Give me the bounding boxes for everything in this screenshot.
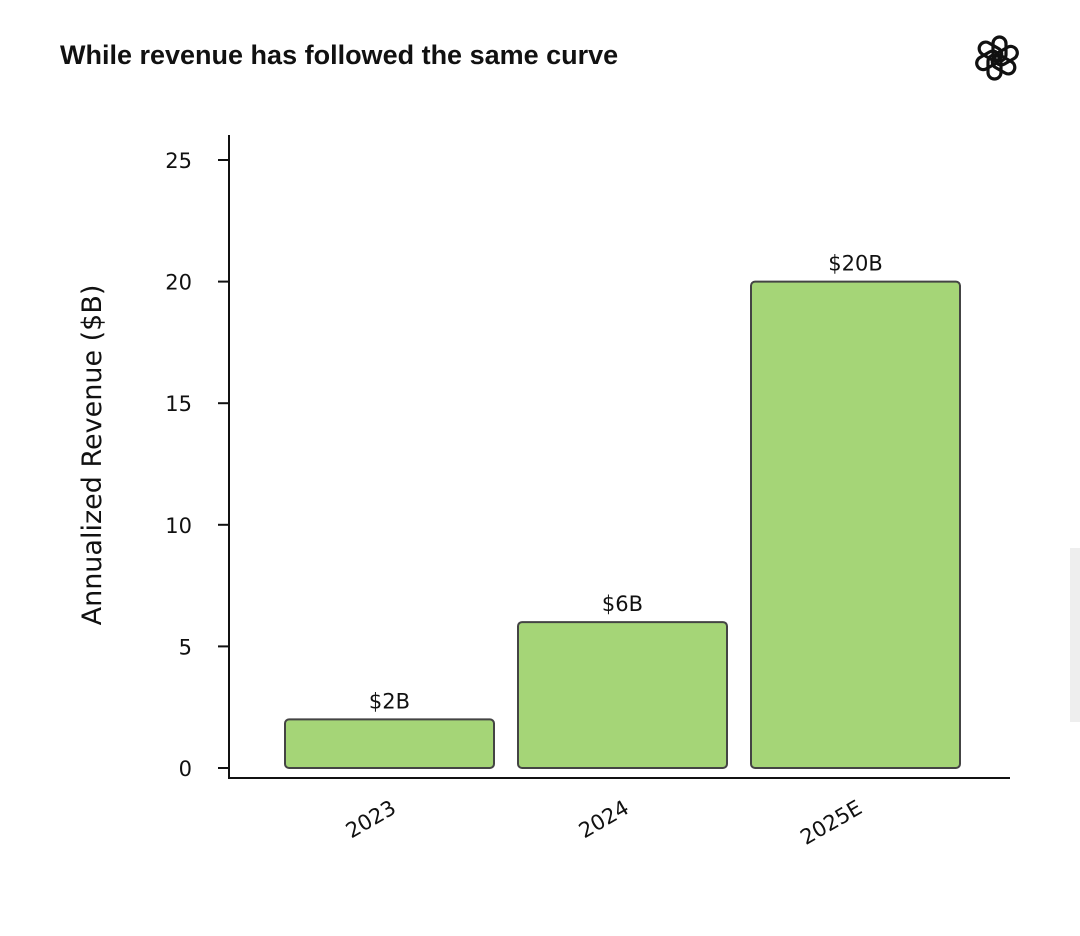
y-tick-label: 5 [179, 635, 192, 659]
y-tick-label: 15 [165, 392, 192, 416]
y-tick-label: 25 [165, 149, 192, 173]
x-tick-label: 2025E [796, 796, 866, 850]
y-tick-label: 0 [179, 757, 192, 781]
x-tick-label: 2023 [342, 796, 400, 844]
y-tick-label: 20 [165, 271, 192, 295]
bar-2024 [517, 621, 728, 770]
data-label: $20B [828, 252, 883, 276]
y-tick-label: 10 [165, 514, 192, 538]
chart-title: While revenue has followed the same curv… [60, 40, 619, 70]
bar-2023 [284, 718, 495, 769]
data-label: $6B [602, 592, 643, 616]
data-label: $2B [369, 689, 410, 713]
bar-2025E [750, 280, 961, 769]
x-tick-label: 2024 [575, 796, 633, 844]
openai-logo-icon [972, 33, 1022, 83]
y-axis-label: Annualized Revenue ($B) [77, 285, 108, 626]
scrollbar[interactable] [1070, 548, 1080, 722]
